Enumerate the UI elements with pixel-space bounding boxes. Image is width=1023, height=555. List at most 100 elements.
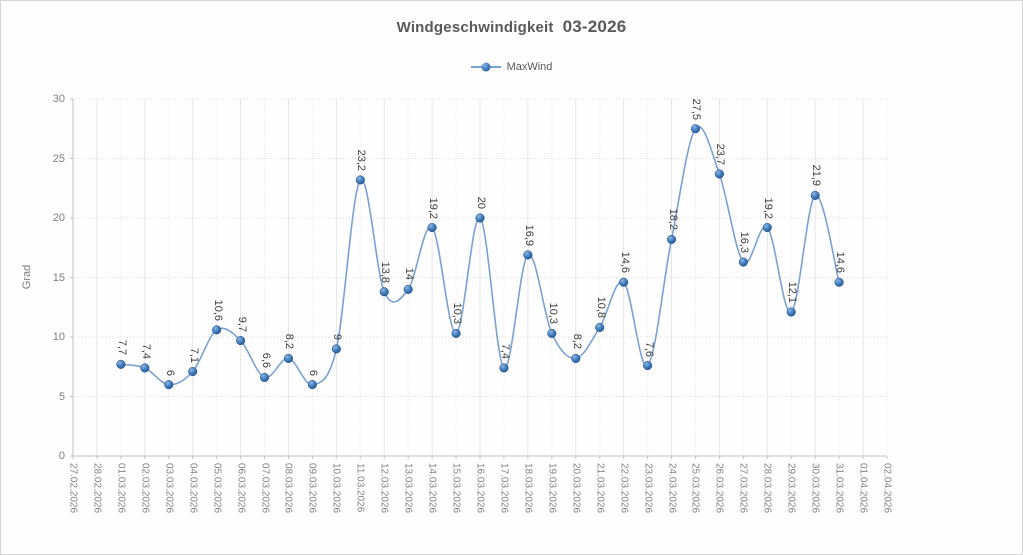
x-tick-label: 19.03.2026 — [546, 463, 558, 514]
data-point-marker — [643, 361, 653, 371]
data-label: 9,7 — [235, 316, 248, 332]
gridlines — [73, 98, 888, 456]
data-label: 7,6 — [642, 341, 655, 357]
x-tick-label: 23.03.2026 — [642, 463, 654, 514]
x-tick-label: 10.03.2026 — [330, 463, 342, 514]
data-label: 19,2 — [762, 197, 775, 219]
legend-line-sample — [470, 62, 501, 72]
x-tick-label: 29.03.2026 — [785, 463, 797, 514]
data-point-marker — [307, 380, 317, 390]
data-point-marker — [690, 124, 701, 134]
data-point-marker — [571, 353, 581, 363]
data-point-marker — [810, 190, 820, 200]
x-tick-label: 04.03.2026 — [187, 463, 199, 514]
data-label: 8,2 — [283, 334, 296, 350]
data-point-marker — [547, 328, 557, 338]
data-label: 16,9 — [522, 224, 535, 246]
y-tick-label: 5 — [58, 390, 65, 403]
x-tick-label: 26.03.2026 — [713, 463, 725, 514]
data-label: 10,3 — [451, 303, 464, 325]
data-point-marker — [619, 277, 629, 287]
x-tick-label: 12.03.2026 — [378, 463, 390, 514]
x-tick-label: 07.03.2026 — [259, 463, 271, 514]
data-label: 7,7 — [115, 340, 128, 356]
x-tick-label: 31.03.2026 — [833, 463, 845, 514]
x-tick-label: 20.03.2026 — [570, 463, 582, 514]
data-point-marker — [403, 284, 413, 294]
chart-title-main: Windgeschwindigkeit — [396, 19, 554, 36]
data-point-marker — [212, 325, 222, 335]
x-tick-label: 09.03.2026 — [306, 463, 318, 514]
x-tick-label: 08.03.2026 — [282, 463, 294, 514]
x-tick-label: 24.03.2026 — [666, 463, 678, 514]
data-point-marker — [523, 250, 533, 260]
x-tick-label: 11.03.2026 — [354, 463, 366, 513]
data-point-marker — [714, 169, 724, 179]
x-tick-label: 06.03.2026 — [235, 463, 247, 514]
data-point-marker — [379, 287, 389, 297]
data-point-marker — [140, 363, 150, 373]
data-point-marker — [116, 359, 126, 369]
x-tick-label: 02.03.2026 — [139, 463, 151, 514]
x-tick-label: 27.02.2026 — [67, 463, 79, 514]
series-markers — [116, 124, 844, 390]
data-label: 19,2 — [427, 197, 440, 219]
chart-title-period: 03-2026 — [562, 17, 627, 36]
data-label: 14,6 — [834, 251, 847, 274]
data-point-marker — [259, 372, 270, 383]
data-label: 16,3 — [738, 231, 751, 254]
data-label: 23,7 — [714, 143, 727, 165]
x-tick-label: 25.03.2026 — [689, 463, 701, 514]
y-tick-label: 30 — [52, 93, 65, 105]
data-label: 6,6 — [259, 353, 272, 369]
x-tick-label: 27.03.2026 — [737, 463, 749, 514]
data-point-marker — [236, 336, 246, 346]
data-label: 18,2 — [666, 208, 679, 231]
data-point-marker — [164, 380, 174, 390]
data-label: 6 — [307, 369, 320, 376]
y-tick-label: 20 — [52, 212, 65, 224]
x-tick-label: 14.03.2026 — [426, 463, 438, 514]
data-label: 7,4 — [498, 343, 511, 359]
x-tick-label: 15.03.2026 — [450, 463, 462, 514]
data-point-marker — [738, 257, 748, 267]
x-tick-label: 18.03.2026 — [522, 463, 534, 514]
data-label: 7,1 — [187, 347, 200, 363]
data-label: 9 — [331, 333, 344, 340]
x-tick-label: 01.03.2026 — [115, 463, 127, 514]
data-point-marker — [499, 363, 509, 373]
chart-legend: MaxWind — [1, 61, 1022, 73]
data-point-marker — [283, 353, 294, 363]
x-tick-label: 17.03.2026 — [498, 463, 510, 514]
x-tick-label: 28.02.2026 — [91, 463, 103, 514]
x-tick-label: 05.03.2026 — [211, 463, 223, 514]
x-tick-label: 30.03.2026 — [809, 463, 821, 514]
chart-title: Windgeschwindigkeit 03-2026 — [1, 17, 1022, 37]
x-tick-label: 22.03.2026 — [618, 463, 630, 514]
data-label: 23,2 — [355, 149, 368, 171]
data-point-marker — [355, 175, 365, 185]
data-label: 7,4 — [139, 343, 152, 359]
y-tick-label: 0 — [58, 450, 65, 462]
data-label: 20 — [475, 196, 487, 209]
x-tick-label: 13.03.2026 — [402, 463, 414, 514]
data-label: 27,5 — [690, 98, 703, 120]
data-point-marker — [475, 213, 485, 223]
data-point-marker — [595, 322, 605, 333]
data-point-marker — [762, 222, 772, 233]
data-label: 10,6 — [211, 299, 224, 321]
data-point-marker — [786, 307, 796, 317]
data-label: 14,6 — [618, 251, 631, 274]
x-tick-label: 03.03.2026 — [163, 463, 175, 514]
data-label: 8,2 — [570, 334, 583, 350]
x-tick-label: 28.03.2026 — [761, 463, 773, 514]
y-tick-label: 25 — [52, 152, 65, 165]
axes — [70, 98, 888, 459]
data-point-marker — [451, 328, 461, 338]
data-label: 10,3 — [546, 303, 559, 325]
data-point-marker — [427, 222, 437, 233]
data-point-marker — [188, 366, 198, 377]
y-tick-label: 15 — [52, 271, 65, 284]
